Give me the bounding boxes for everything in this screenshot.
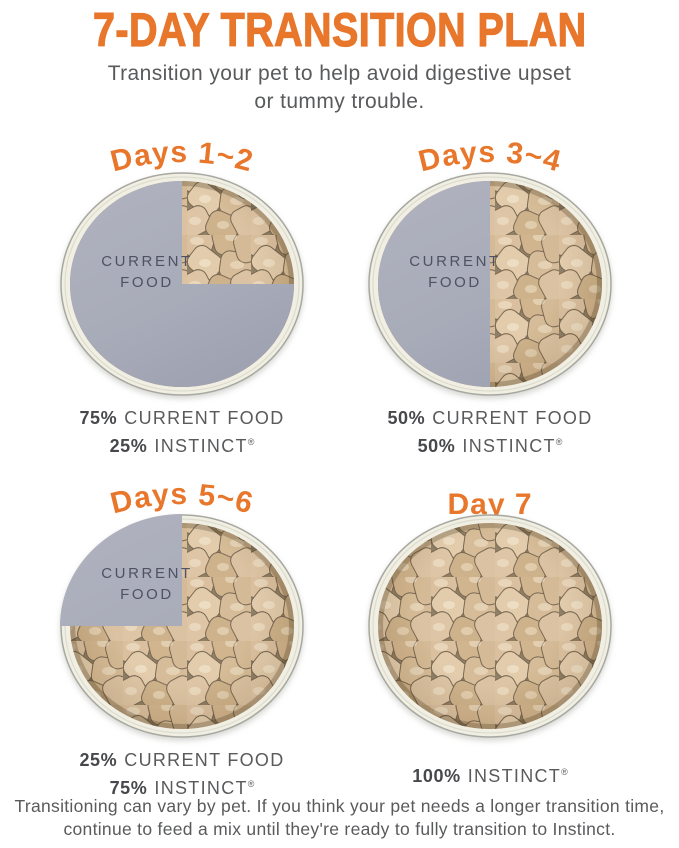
caption-pct: 75% [79, 408, 118, 428]
current-food-overlay-25 [60, 514, 304, 738]
food-bowl-day-7 [367, 513, 613, 739]
registered-mark: ® [247, 437, 255, 447]
footer-disclaimer: Transitioning can vary by pet. If you th… [0, 795, 679, 841]
caption-text: INSTINCT [154, 436, 248, 456]
caption-text: CURRENT FOOD [432, 408, 593, 428]
caption-pct: 100% [412, 766, 461, 786]
stage-days-5-6: Days 5~6 CURRENT FOOD 25% CURRENT FOOD 75… [52, 472, 312, 802]
current-food-overlay-50 [378, 181, 602, 387]
caption-line: 25% INSTINCT® [52, 430, 312, 458]
caption-pct: 50% [417, 436, 456, 456]
caption-text: CURRENT FOOD [124, 750, 285, 770]
caption-text: INSTINCT [154, 778, 248, 798]
stage-day-label-days-5-6: Days 5~6 [107, 478, 256, 521]
stage-day-label-days-1-2: Days 1~2 [107, 136, 256, 179]
caption-pct: 75% [109, 778, 148, 798]
current-food-label: CURRENT FOOD [101, 253, 193, 291]
registered-mark: ® [561, 767, 568, 777]
caption-line: 75% CURRENT FOOD [52, 406, 312, 430]
stage-day-7: Day 7 100% INSTINCT® [360, 472, 620, 802]
caption-line: 75% INSTINCT® [52, 772, 312, 800]
caption-pct: 50% [387, 408, 426, 428]
subtitle-line-2: or tummy trouble. [254, 90, 425, 113]
food-bowl-days-3-4: CURRENT FOOD [367, 171, 613, 397]
mix-caption-days-3-4: 50% CURRENT FOOD 50% INSTINCT® [360, 406, 620, 458]
food-bowl-days-1-2: CURRENT FOOD [59, 171, 305, 397]
caption-line: 100% INSTINCT® [360, 760, 620, 788]
mix-caption-days-5-6: 25% CURRENT FOOD 75% INSTINCT® [52, 748, 312, 800]
page-title: 7-DAY TRANSITION PLAN [0, 2, 679, 57]
food-bowl-days-5-6: CURRENT FOOD [59, 513, 305, 739]
registered-mark: ® [555, 437, 563, 447]
current-food-overlay-75 [70, 181, 294, 387]
stage-day-label-days-3-4: Days 3~4 [415, 136, 564, 179]
caption-text: CURRENT FOOD [124, 408, 285, 428]
mix-caption-day-7: 100% INSTINCT® [360, 748, 620, 788]
current-food-label: CURRENT FOOD [409, 253, 501, 291]
caption-pct: 25% [79, 750, 118, 770]
caption-text: INSTINCT [462, 436, 556, 456]
footer-line-1: Transitioning can vary by pet. If you th… [14, 796, 665, 816]
bowl-kibble-photo [368, 514, 612, 738]
registered-mark: ® [247, 779, 255, 789]
caption-line: 50% INSTINCT® [360, 430, 620, 458]
caption-text: INSTINCT [467, 766, 562, 786]
subtitle: Transition your pet to help avoid digest… [0, 60, 679, 116]
footer-line-2: continue to feed a mix until they're rea… [63, 819, 616, 839]
caption-line: 50% CURRENT FOOD [360, 406, 620, 430]
page-title-text: 7-DAY TRANSITION PLAN [92, 2, 587, 56]
caption-pct: 25% [109, 436, 148, 456]
caption-line: 25% CURRENT FOOD [52, 748, 312, 772]
subtitle-line-1: Transition your pet to help avoid digest… [107, 62, 572, 85]
current-food-label: CURRENT FOOD [101, 565, 193, 603]
mix-caption-days-1-2: 75% CURRENT FOOD 25% INSTINCT® [52, 406, 312, 458]
stage-days-1-2: Days 1~2 CURRENT FOOD 75% CURRENT FOOD 25… [52, 130, 312, 460]
stage-days-3-4: Days 3~4 CURRENT FOOD 50% CURRENT FOOD 50… [360, 130, 620, 460]
